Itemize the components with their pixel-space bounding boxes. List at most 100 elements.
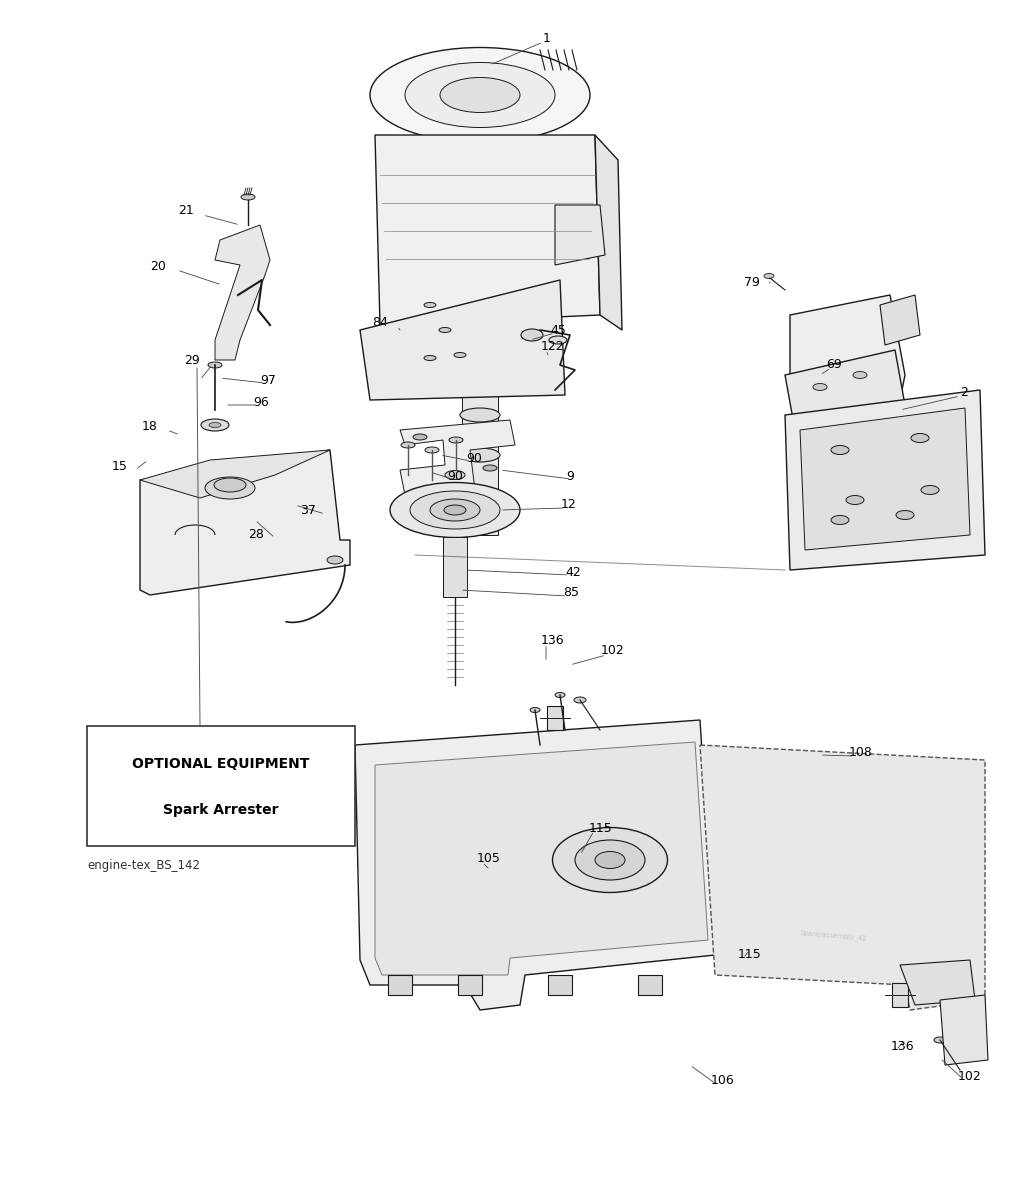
Ellipse shape [439, 327, 451, 333]
Text: 79: 79 [744, 275, 760, 288]
Polygon shape [880, 295, 920, 345]
Ellipse shape [449, 437, 463, 443]
Polygon shape [375, 742, 708, 976]
Text: Spare/assembly_42: Spare/assembly_42 [800, 929, 868, 941]
Text: 9: 9 [566, 470, 573, 483]
Polygon shape [785, 390, 985, 570]
Polygon shape [900, 960, 975, 1005]
Text: 97: 97 [260, 373, 275, 386]
Ellipse shape [401, 442, 415, 448]
Text: 85: 85 [563, 587, 579, 600]
Bar [548, 976, 572, 996]
Ellipse shape [574, 697, 586, 703]
Polygon shape [700, 745, 985, 1010]
Ellipse shape [413, 433, 427, 441]
Text: 84: 84 [372, 315, 388, 328]
Ellipse shape [460, 407, 500, 422]
Text: 106: 106 [711, 1075, 735, 1088]
Ellipse shape [201, 419, 229, 431]
Ellipse shape [460, 368, 500, 381]
Polygon shape [940, 996, 988, 1065]
Ellipse shape [205, 477, 255, 500]
Bar [892, 983, 908, 1007]
Ellipse shape [483, 465, 497, 471]
Polygon shape [790, 295, 905, 410]
Ellipse shape [430, 500, 480, 521]
Text: 108: 108 [849, 745, 872, 758]
Text: 136: 136 [891, 1040, 914, 1053]
Ellipse shape [853, 372, 867, 378]
Ellipse shape [327, 556, 343, 565]
Bar [87, 726, 355, 846]
Ellipse shape [813, 384, 827, 391]
Ellipse shape [390, 483, 520, 537]
Text: 42: 42 [565, 566, 581, 579]
Polygon shape [375, 135, 600, 325]
Ellipse shape [553, 828, 668, 893]
Text: 28: 28 [248, 529, 264, 542]
Text: 102: 102 [601, 645, 625, 658]
Polygon shape [140, 450, 330, 498]
Bar [458, 976, 482, 996]
Ellipse shape [764, 274, 774, 279]
Text: 69: 69 [826, 358, 842, 371]
Ellipse shape [921, 485, 939, 495]
Ellipse shape [424, 302, 436, 307]
Text: 90: 90 [466, 451, 482, 464]
Ellipse shape [444, 505, 466, 515]
Ellipse shape [460, 448, 500, 462]
Text: 18: 18 [142, 420, 158, 433]
Text: OPTIONAL EQUIPMENT: OPTIONAL EQUIPMENT [132, 757, 309, 771]
Text: 96: 96 [253, 396, 268, 409]
Text: 2: 2 [961, 386, 968, 399]
Ellipse shape [406, 63, 555, 128]
Ellipse shape [370, 47, 590, 143]
Ellipse shape [896, 510, 914, 520]
Bar [547, 706, 563, 730]
Text: engine-tex_BS_142: engine-tex_BS_142 [87, 860, 200, 873]
Text: 37: 37 [300, 503, 315, 516]
Polygon shape [595, 135, 622, 329]
Ellipse shape [460, 333, 500, 347]
Ellipse shape [575, 840, 645, 880]
Polygon shape [400, 420, 515, 495]
Bar [638, 976, 662, 996]
Text: 115: 115 [738, 948, 762, 961]
Text: 115: 115 [589, 822, 612, 835]
Ellipse shape [241, 194, 255, 200]
Bar [388, 976, 412, 996]
Ellipse shape [555, 692, 565, 698]
Text: 122: 122 [541, 340, 564, 353]
Text: Spark Arrester: Spark Arrester [163, 803, 279, 817]
Text: 1: 1 [543, 32, 551, 45]
Ellipse shape [445, 470, 465, 479]
Polygon shape [785, 350, 905, 430]
Ellipse shape [549, 337, 567, 344]
Ellipse shape [911, 433, 929, 443]
Ellipse shape [530, 707, 540, 712]
Ellipse shape [424, 355, 436, 360]
Text: 20: 20 [150, 260, 166, 273]
Polygon shape [215, 226, 270, 360]
Text: 90: 90 [447, 470, 463, 483]
Ellipse shape [425, 446, 439, 454]
Polygon shape [360, 280, 565, 400]
Ellipse shape [831, 445, 849, 455]
Polygon shape [355, 720, 715, 1010]
Bar [443, 537, 467, 598]
Text: 15: 15 [112, 461, 128, 474]
Ellipse shape [454, 352, 466, 358]
Polygon shape [140, 450, 350, 595]
Ellipse shape [209, 423, 221, 428]
Ellipse shape [521, 329, 543, 341]
Ellipse shape [595, 852, 625, 868]
Text: 105: 105 [477, 853, 501, 866]
Ellipse shape [214, 478, 246, 492]
Text: 45: 45 [550, 324, 566, 337]
Polygon shape [800, 407, 970, 550]
Text: 21: 21 [178, 203, 194, 216]
Ellipse shape [934, 1037, 946, 1043]
Text: 102: 102 [958, 1070, 982, 1083]
Ellipse shape [208, 363, 222, 368]
Ellipse shape [846, 496, 864, 504]
